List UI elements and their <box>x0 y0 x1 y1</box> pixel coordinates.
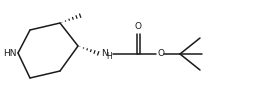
Text: HN: HN <box>3 49 17 57</box>
Text: O: O <box>157 50 164 59</box>
Text: H: H <box>106 52 112 61</box>
Text: N: N <box>101 49 108 57</box>
Text: O: O <box>134 22 142 31</box>
